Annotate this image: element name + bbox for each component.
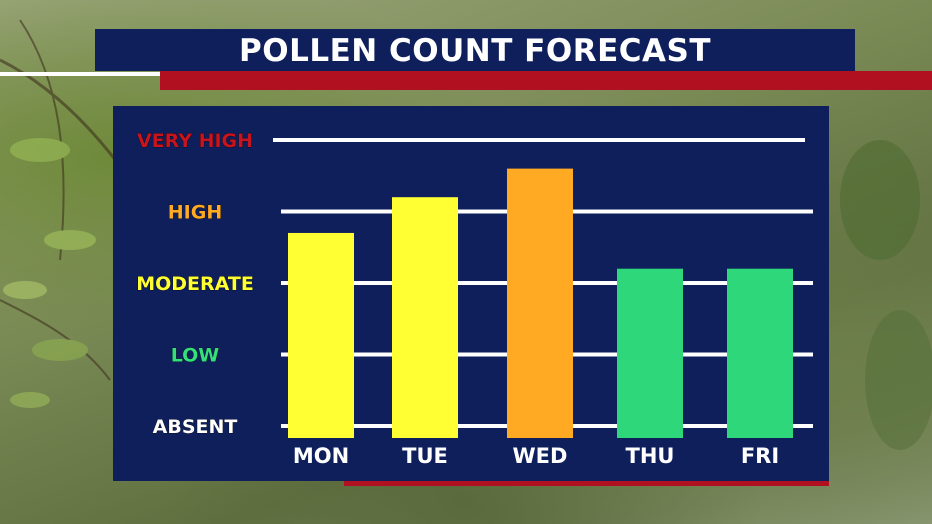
bar-thu [617, 268, 683, 438]
title-accent-red-bar [160, 71, 932, 90]
bar-fri [727, 268, 793, 438]
y-level-label-high: HIGH [168, 202, 222, 224]
bar-chart: ABSENT LOW MODERATE HIGH VERY HIGH MON TUE WED… [136, 130, 813, 468]
y-level-label-very-high: VERY HIGH [137, 130, 253, 152]
x-label-thu: THU [626, 444, 675, 468]
x-label-fri: FRI [741, 444, 779, 468]
x-label-mon: MON [293, 444, 349, 468]
x-label-wed: WED [513, 444, 568, 468]
y-level-label-absent: ABSENT [153, 416, 238, 438]
bar-tue [392, 197, 458, 438]
chart-title: POLLEN COUNT FORECAST [95, 29, 855, 71]
x-label-tue: TUE [402, 444, 448, 468]
y-level-label-low: LOW [171, 345, 220, 367]
bottom-accent-red-bar [344, 481, 829, 486]
title-accent-white-line [0, 72, 170, 76]
bar-wed [507, 168, 573, 438]
chart-panel: ABSENT LOW MODERATE HIGH VERY HIGH MON TUE WED… [113, 106, 829, 481]
y-level-label-moderate: MODERATE [136, 273, 254, 295]
bar-mon [288, 232, 354, 438]
